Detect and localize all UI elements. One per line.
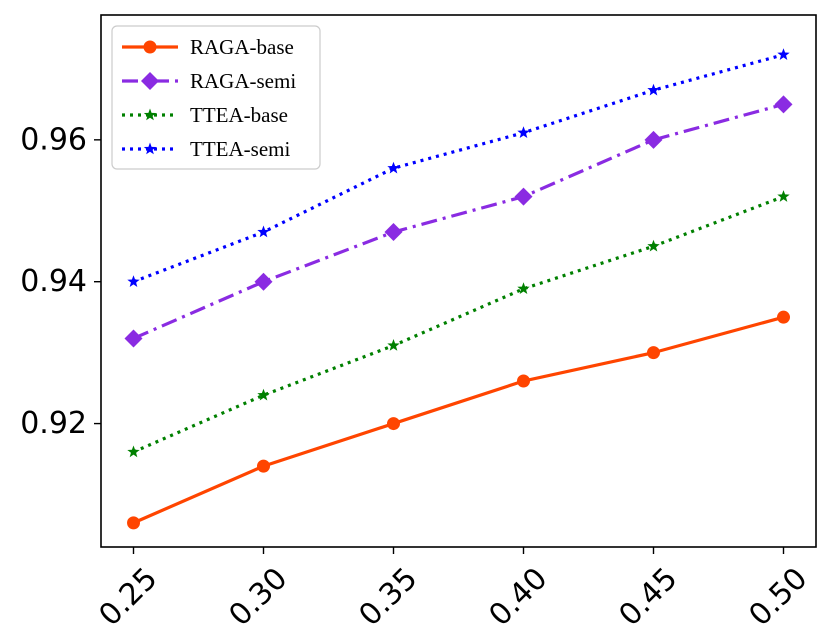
data-point bbox=[257, 459, 270, 473]
series-ttea-semi bbox=[127, 48, 790, 287]
data-point bbox=[777, 48, 790, 60]
x-tick-label: 0.35 bbox=[352, 561, 424, 633]
series-line bbox=[132, 102, 784, 340]
data-point bbox=[387, 339, 400, 351]
data-point bbox=[387, 161, 400, 174]
legend-marker bbox=[143, 142, 157, 155]
data-point bbox=[517, 282, 530, 295]
y-tick-label: 0.92 bbox=[20, 406, 87, 441]
legend-marker bbox=[141, 72, 159, 90]
data-point bbox=[257, 225, 270, 238]
data-point bbox=[517, 374, 530, 388]
data-point bbox=[647, 346, 660, 360]
series-raga-base bbox=[127, 310, 790, 530]
plot-area bbox=[100, 14, 817, 548]
series-raga-semi bbox=[124, 95, 793, 348]
legend-label: TTEA-semi bbox=[190, 137, 290, 161]
data-point bbox=[127, 275, 140, 287]
series-layer bbox=[124, 48, 793, 530]
data-point bbox=[774, 95, 793, 114]
data-point bbox=[777, 310, 790, 324]
y-tick-label: 0.94 bbox=[20, 264, 87, 299]
data-point bbox=[384, 223, 403, 242]
data-point bbox=[517, 126, 530, 139]
legend: RAGA-base RAGA-semi TTEA-base TTEA-semi bbox=[111, 25, 321, 170]
series-line bbox=[132, 53, 784, 284]
legend-label: RAGA-semi bbox=[190, 69, 296, 93]
legend-marker bbox=[143, 40, 157, 54]
data-point bbox=[647, 83, 660, 96]
legend-label: RAGA-base bbox=[190, 35, 294, 59]
y-tick-label: 0.96 bbox=[20, 122, 87, 157]
series-line bbox=[132, 315, 784, 525]
data-point bbox=[254, 272, 273, 291]
data-point bbox=[257, 388, 270, 401]
legend-marker bbox=[143, 108, 157, 121]
x-tick-label: 0.50 bbox=[742, 561, 814, 633]
data-point bbox=[777, 190, 790, 202]
series-line bbox=[132, 195, 785, 454]
legend-box bbox=[111, 25, 321, 170]
data-point bbox=[127, 445, 140, 458]
legend-label: TTEA-base bbox=[190, 103, 288, 127]
data-point bbox=[644, 130, 663, 149]
data-point bbox=[647, 239, 660, 252]
x-axis: 0.25 0.30 0.35 0.40 0.45 0.50 bbox=[92, 547, 814, 633]
data-point bbox=[387, 417, 400, 431]
y-axis: 0.92 0.94 0.96 bbox=[20, 122, 101, 441]
x-tick-label: 0.30 bbox=[222, 561, 294, 633]
x-tick-label: 0.40 bbox=[482, 561, 554, 633]
data-point bbox=[127, 516, 140, 530]
data-point bbox=[124, 329, 143, 348]
series-ttea-base bbox=[127, 190, 790, 458]
x-tick-label: 0.25 bbox=[92, 561, 164, 633]
x-tick-label: 0.45 bbox=[612, 561, 684, 633]
data-point bbox=[514, 187, 533, 206]
